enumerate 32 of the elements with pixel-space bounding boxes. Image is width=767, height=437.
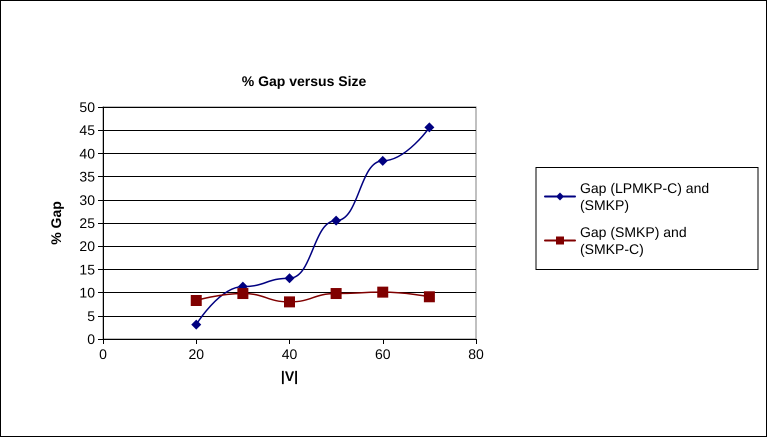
y-tick-label: 35	[79, 168, 96, 185]
point	[190, 294, 202, 306]
point	[424, 291, 435, 302]
point	[424, 122, 434, 132]
point	[331, 216, 342, 226]
point	[191, 320, 202, 330]
point	[378, 156, 388, 166]
chart-title: % Gap versus Size	[242, 73, 366, 89]
point	[237, 288, 248, 300]
legend-label: Gap (LPMKP-C) and (SMKP)	[580, 180, 714, 213]
y-tick-label: 45	[79, 122, 96, 138]
x-tick-label: 40	[282, 346, 298, 362]
y-tick-label: 5	[87, 308, 96, 324]
x-tick-label: 20	[188, 346, 204, 362]
point	[377, 286, 388, 298]
x-tick-label: 60	[374, 346, 391, 362]
point	[284, 296, 295, 308]
point	[284, 273, 294, 284]
y-tick-label: 10	[79, 284, 96, 301]
legend-label: Gap (SMKP) and (SMKP-C)	[580, 224, 690, 257]
y-axis-title: % Gap	[48, 201, 64, 245]
point	[330, 288, 342, 300]
x-axis-title: |V|	[280, 368, 298, 385]
y-tick-label: 0	[87, 331, 96, 347]
y-tick-label: 30	[79, 192, 96, 208]
y-tick-label: 15	[79, 261, 96, 278]
y-tick-label: 20	[79, 238, 96, 254]
x-tick-label: 80	[468, 346, 484, 362]
y-tick-label: 40	[79, 145, 96, 162]
y-tick-label: 50	[79, 99, 96, 115]
x-tick-label: 0	[99, 346, 108, 362]
y-tick-label: 25	[79, 215, 96, 231]
